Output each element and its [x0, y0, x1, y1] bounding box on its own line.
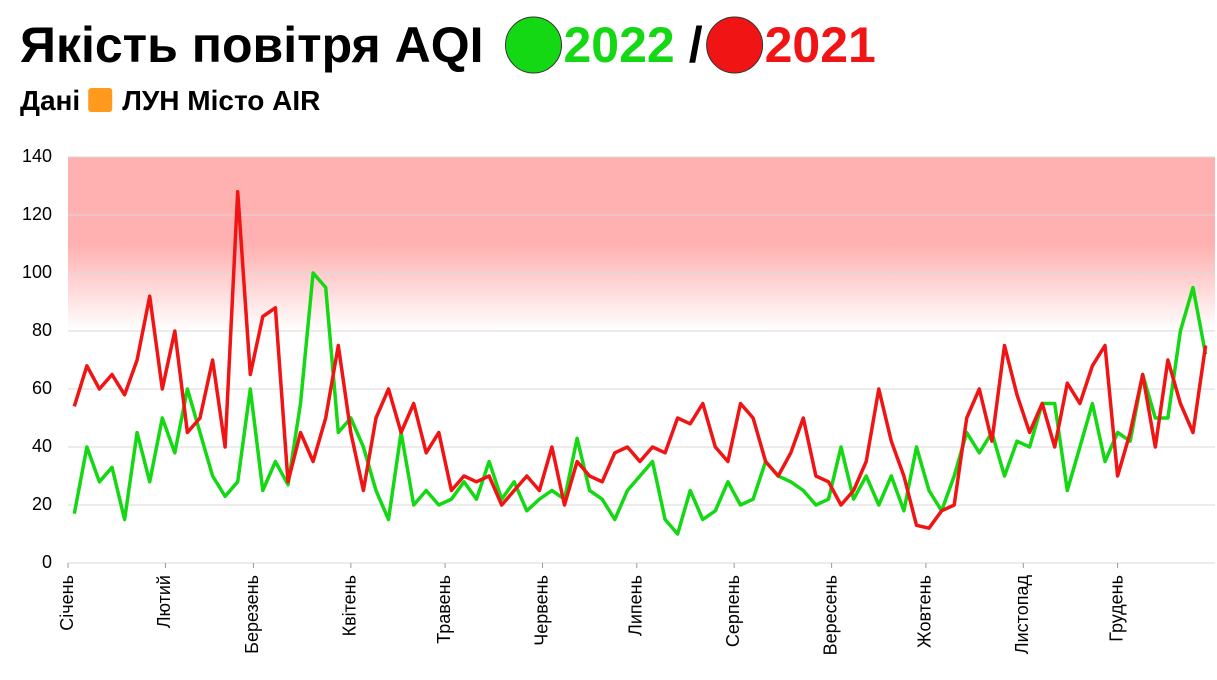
y-tick-label: 60 — [32, 378, 52, 398]
title-separator: / — [689, 17, 703, 73]
y-tick-label: 120 — [22, 204, 52, 224]
x-tick-label: Жовтень — [915, 575, 935, 648]
chart-title: Якість повітря AQI — [20, 17, 483, 73]
x-tick-label: Вересень — [820, 575, 840, 655]
x-tick-label: Лютий — [154, 575, 174, 628]
x-tick-label: Травень — [434, 575, 454, 644]
y-tick-label: 140 — [22, 146, 52, 166]
legend-marker — [504, 16, 562, 74]
y-tick-label: 20 — [32, 494, 52, 514]
x-tick-label: Грудень — [1106, 575, 1126, 642]
x-tick-label: Квітень — [340, 575, 360, 636]
y-tick-label: 0 — [42, 552, 52, 572]
x-tick-label: Серпень — [723, 575, 743, 647]
series-line — [72, 190, 1208, 530]
x-tick-label: Липень — [626, 575, 646, 636]
source-icon — [88, 88, 113, 112]
x-tick-label: Січень — [57, 575, 77, 631]
x-tick-label: Листопад — [1012, 575, 1032, 655]
subtitle: Дані — [20, 85, 80, 116]
y-tick-label: 100 — [22, 262, 52, 282]
legend-label: 2022 — [563, 17, 674, 73]
legend-marker — [706, 16, 764, 74]
danger-band — [68, 157, 1215, 331]
legend-label: 2021 — [765, 17, 876, 73]
x-tick-label: Червень — [531, 575, 551, 646]
y-tick-label: 80 — [32, 320, 52, 340]
x-tick-label: Березень — [242, 575, 262, 654]
series-line — [72, 271, 1208, 536]
source: ЛУН Місто AIR — [122, 85, 320, 116]
y-tick-label: 40 — [32, 436, 52, 456]
